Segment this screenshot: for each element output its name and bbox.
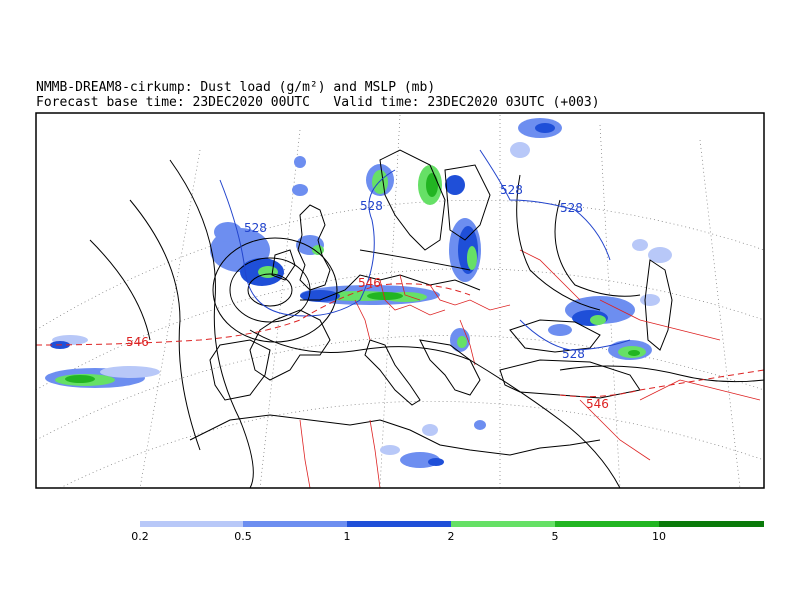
dust-load-area [632, 239, 648, 251]
dust-load-area [100, 366, 160, 378]
dust-load-area [426, 173, 438, 197]
dust-load-area [428, 458, 444, 466]
colorbar-segment [347, 521, 451, 527]
dust-load-area [535, 123, 555, 133]
colorbar-segment [243, 521, 347, 527]
colorbar-tick-label: 2 [447, 530, 455, 543]
dust-load-area [422, 424, 438, 436]
dust-load-area [380, 445, 400, 455]
dust-load-area [294, 156, 306, 168]
dust-load-area [467, 246, 477, 270]
dust-load-area [214, 222, 242, 242]
dust-load-area [445, 175, 465, 195]
contour-label-528: 528 [360, 199, 383, 213]
height-contour-546 [36, 283, 764, 398]
dust-load-area [548, 324, 572, 336]
dust-load-area [367, 292, 403, 300]
colorbar-segment [140, 521, 243, 527]
colorbar-tick-label: 1 [343, 530, 351, 543]
contour-label-528: 528 [500, 183, 523, 197]
colorbar-segment [555, 521, 659, 527]
dust-load-area [65, 375, 95, 383]
contour-label-528: 528 [560, 201, 583, 215]
map-frame [35, 112, 765, 489]
contour-label-546: 546 [358, 276, 381, 290]
contour-label-546: 546 [586, 397, 609, 411]
dust-load-area [474, 420, 486, 430]
dust-load-area [640, 294, 660, 306]
dust-load-area [372, 170, 388, 194]
map-subtitle: Forecast base time: 23DEC2020 00UTC Vali… [36, 95, 600, 110]
country-borders [299, 249, 761, 488]
dust-load-area [628, 350, 640, 356]
dust-load-area [510, 142, 530, 158]
colorbar-tick-label: 0.2 [131, 530, 149, 543]
colorbar-tick-label: 5 [551, 530, 559, 543]
dust-load-area [648, 247, 672, 263]
contour-label-546: 546 [126, 335, 149, 349]
colorbar-tick-label: 0.5 [234, 530, 252, 543]
contour-label-528: 528 [244, 221, 267, 235]
dust-load-area [457, 336, 467, 348]
colorbar-segment [451, 521, 555, 527]
colorbar-segment [659, 521, 764, 527]
dust-load-area [590, 315, 606, 325]
dust-load-area [292, 184, 308, 196]
height-contour-528 [219, 149, 631, 351]
isobars [89, 159, 764, 488]
map-title: NMMB-DREAM8-cirkump: Dust load (g/m²) an… [36, 80, 436, 95]
colorbar-tick-label: 10 [652, 530, 666, 543]
contour-label-528: 528 [562, 347, 585, 361]
